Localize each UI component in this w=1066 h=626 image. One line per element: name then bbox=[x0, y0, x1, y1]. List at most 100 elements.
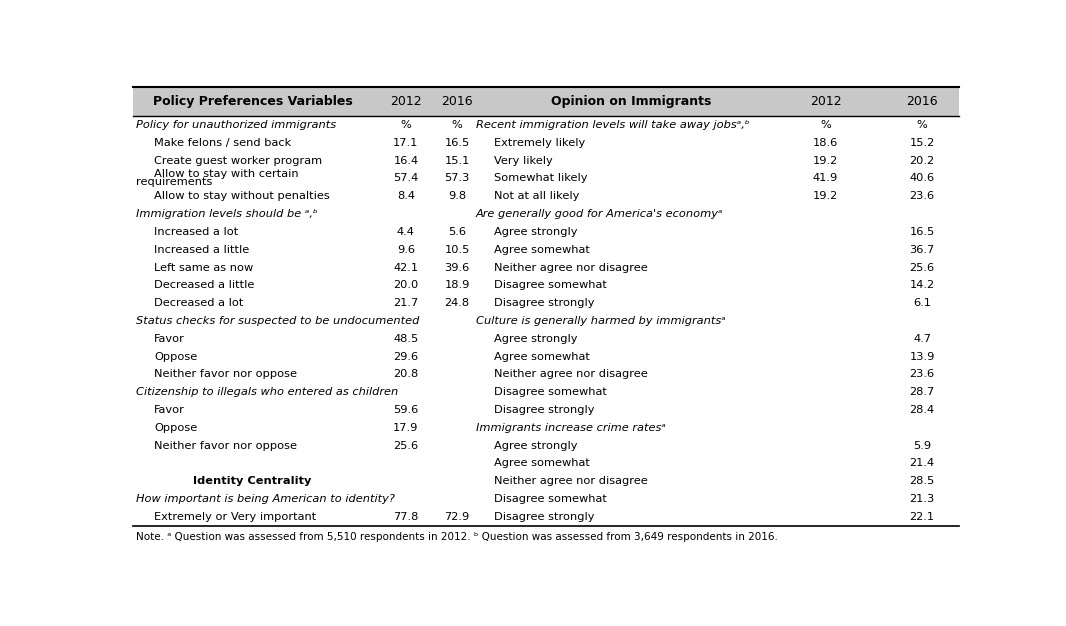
Text: Policy Preferences Variables: Policy Preferences Variables bbox=[152, 95, 353, 108]
Text: 5.9: 5.9 bbox=[914, 441, 932, 451]
Text: Agree somewhat: Agree somewhat bbox=[495, 245, 591, 255]
Text: 23.6: 23.6 bbox=[909, 369, 935, 379]
Text: 22.1: 22.1 bbox=[909, 512, 935, 522]
Text: Disagree strongly: Disagree strongly bbox=[495, 512, 595, 522]
Text: Identity Centrality: Identity Centrality bbox=[193, 476, 312, 486]
Text: Left same as now: Left same as now bbox=[154, 262, 253, 272]
Text: Not at all likely: Not at all likely bbox=[495, 192, 580, 201]
Text: Disagree somewhat: Disagree somewhat bbox=[495, 387, 608, 398]
Text: %: % bbox=[917, 120, 927, 130]
Text: Agree strongly: Agree strongly bbox=[495, 441, 578, 451]
Text: Decreased a little: Decreased a little bbox=[154, 280, 255, 290]
Text: Make felons / send back: Make felons / send back bbox=[154, 138, 291, 148]
Text: 28.4: 28.4 bbox=[909, 405, 935, 415]
Text: 16.5: 16.5 bbox=[909, 227, 935, 237]
Text: 5.6: 5.6 bbox=[448, 227, 466, 237]
Text: Immigration levels should be ᵃ,ᵇ: Immigration levels should be ᵃ,ᵇ bbox=[135, 209, 318, 219]
Text: 57.3: 57.3 bbox=[445, 173, 470, 183]
Text: 2012: 2012 bbox=[390, 95, 422, 108]
Text: 16.4: 16.4 bbox=[393, 156, 419, 166]
Text: Increased a little: Increased a little bbox=[154, 245, 249, 255]
Text: 18.9: 18.9 bbox=[445, 280, 470, 290]
Text: 41.9: 41.9 bbox=[813, 173, 838, 183]
Text: 59.6: 59.6 bbox=[393, 405, 419, 415]
Text: 2016: 2016 bbox=[441, 95, 473, 108]
Text: Oppose: Oppose bbox=[154, 423, 197, 433]
Text: %: % bbox=[401, 120, 411, 130]
Text: Somewhat likely: Somewhat likely bbox=[495, 173, 587, 183]
Text: Note. ᵃ Question was assessed from 5,510 respondents in 2012. ᵇ Question was ass: Note. ᵃ Question was assessed from 5,510… bbox=[135, 531, 777, 541]
Text: 17.9: 17.9 bbox=[393, 423, 419, 433]
Text: Neither agree nor disagree: Neither agree nor disagree bbox=[495, 262, 648, 272]
Text: 18.6: 18.6 bbox=[813, 138, 838, 148]
Text: Oppose: Oppose bbox=[154, 352, 197, 362]
Text: Agree strongly: Agree strongly bbox=[495, 334, 578, 344]
Text: 13.9: 13.9 bbox=[909, 352, 935, 362]
Text: 15.1: 15.1 bbox=[445, 156, 470, 166]
Text: Allow to stay with certain: Allow to stay with certain bbox=[154, 168, 298, 178]
Text: Decreased a lot: Decreased a lot bbox=[154, 298, 243, 308]
Text: 42.1: 42.1 bbox=[393, 262, 419, 272]
Text: 4.7: 4.7 bbox=[914, 334, 932, 344]
Text: 77.8: 77.8 bbox=[393, 512, 419, 522]
Text: requirements: requirements bbox=[135, 177, 212, 187]
Text: 20.8: 20.8 bbox=[393, 369, 419, 379]
Text: 6.1: 6.1 bbox=[914, 298, 932, 308]
Text: Extremely likely: Extremely likely bbox=[495, 138, 585, 148]
Text: Increased a lot: Increased a lot bbox=[154, 227, 238, 237]
Text: %: % bbox=[452, 120, 463, 130]
Text: 15.2: 15.2 bbox=[909, 138, 935, 148]
Text: 36.7: 36.7 bbox=[909, 245, 935, 255]
Text: 9.6: 9.6 bbox=[397, 245, 415, 255]
Text: 24.8: 24.8 bbox=[445, 298, 470, 308]
Text: Neither agree nor disagree: Neither agree nor disagree bbox=[495, 369, 648, 379]
Text: 2016: 2016 bbox=[906, 95, 938, 108]
Text: 28.5: 28.5 bbox=[909, 476, 935, 486]
Text: Status checks for suspected to be undocumented: Status checks for suspected to be undocu… bbox=[135, 316, 419, 326]
Bar bbox=[133, 87, 959, 116]
Text: 2012: 2012 bbox=[810, 95, 841, 108]
Text: Immigrants increase crime ratesᵃ: Immigrants increase crime ratesᵃ bbox=[477, 423, 666, 433]
Text: Neither agree nor disagree: Neither agree nor disagree bbox=[495, 476, 648, 486]
Text: 14.2: 14.2 bbox=[909, 280, 935, 290]
Text: Disagree somewhat: Disagree somewhat bbox=[495, 494, 608, 504]
Text: 17.1: 17.1 bbox=[393, 138, 419, 148]
Text: Neither favor nor oppose: Neither favor nor oppose bbox=[154, 369, 297, 379]
Text: Allow to stay without penalties: Allow to stay without penalties bbox=[154, 192, 329, 201]
Text: Favor: Favor bbox=[154, 405, 184, 415]
Text: Disagree strongly: Disagree strongly bbox=[495, 298, 595, 308]
Text: Agree strongly: Agree strongly bbox=[495, 227, 578, 237]
Text: 16.5: 16.5 bbox=[445, 138, 470, 148]
Text: 9.8: 9.8 bbox=[448, 192, 466, 201]
Text: How important is being American to identity?: How important is being American to ident… bbox=[135, 494, 394, 504]
Text: 25.6: 25.6 bbox=[909, 262, 935, 272]
Text: %: % bbox=[820, 120, 830, 130]
Text: 4.4: 4.4 bbox=[397, 227, 415, 237]
Text: 57.4: 57.4 bbox=[393, 173, 419, 183]
Text: Policy for unauthorized immigrants: Policy for unauthorized immigrants bbox=[135, 120, 336, 130]
Text: 23.6: 23.6 bbox=[909, 192, 935, 201]
Text: Create guest worker program: Create guest worker program bbox=[154, 156, 322, 166]
Text: 21.4: 21.4 bbox=[909, 458, 935, 468]
Text: 10.5: 10.5 bbox=[445, 245, 470, 255]
Text: Opinion on Immigrants: Opinion on Immigrants bbox=[551, 95, 711, 108]
Text: 48.5: 48.5 bbox=[393, 334, 419, 344]
Text: Disagree strongly: Disagree strongly bbox=[495, 405, 595, 415]
Text: 39.6: 39.6 bbox=[445, 262, 470, 272]
Text: 19.2: 19.2 bbox=[813, 192, 838, 201]
Text: 19.2: 19.2 bbox=[813, 156, 838, 166]
Text: Neither favor nor oppose: Neither favor nor oppose bbox=[154, 441, 297, 451]
Text: 21.7: 21.7 bbox=[393, 298, 419, 308]
Text: 20.2: 20.2 bbox=[909, 156, 935, 166]
Text: Favor: Favor bbox=[154, 334, 184, 344]
Text: 8.4: 8.4 bbox=[397, 192, 415, 201]
Text: 20.0: 20.0 bbox=[393, 280, 419, 290]
Text: 40.6: 40.6 bbox=[909, 173, 935, 183]
Text: 29.6: 29.6 bbox=[393, 352, 419, 362]
Text: Culture is generally harmed by immigrantsᵃ: Culture is generally harmed by immigrant… bbox=[477, 316, 726, 326]
Text: Agree somewhat: Agree somewhat bbox=[495, 352, 591, 362]
Text: Agree somewhat: Agree somewhat bbox=[495, 458, 591, 468]
Text: Very likely: Very likely bbox=[495, 156, 553, 166]
Text: Are generally good for America's economyᵃ: Are generally good for America's economy… bbox=[477, 209, 724, 219]
Text: Disagree somewhat: Disagree somewhat bbox=[495, 280, 608, 290]
